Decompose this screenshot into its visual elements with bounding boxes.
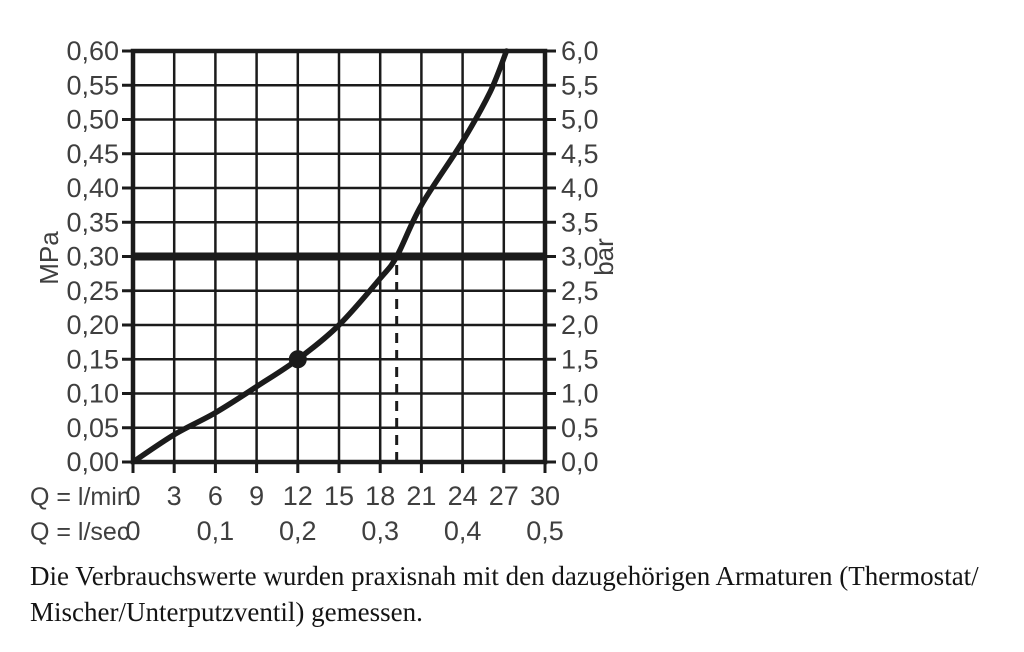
x-row1-tick-label: 9: [249, 481, 264, 511]
x-row2-tick-label: 0,5: [526, 516, 564, 546]
x-row2-tick-label: 0,3: [361, 516, 399, 546]
figure-caption: Die Verbrauchswerte wurden praxisnah mit…: [30, 558, 990, 630]
x-row1-tick-label: 27: [489, 481, 519, 511]
y-left-tick-label: 0,55: [66, 70, 119, 100]
x-row1-tick-label: 6: [208, 481, 223, 511]
flow-pressure-chart: 0,600,550,500,450,400,350,300,250,200,15…: [30, 36, 619, 546]
pressure-flow-curve: [130, 48, 510, 465]
y-left-tick-label: 0,40: [66, 173, 119, 203]
y-left-tick-label: 0,15: [66, 344, 119, 374]
x-row1-tick-label: 12: [283, 481, 313, 511]
y-right-tick-label: 1,0: [561, 379, 599, 409]
x-axis-row2-label: Q = l/sec: [30, 518, 129, 546]
y-left-tick-label: 0,30: [66, 242, 119, 272]
y-right-tick-label: 6,0: [561, 36, 599, 66]
x-row2-tick-label: 0,1: [197, 516, 235, 546]
y-right-tick-label: 3,5: [561, 207, 599, 237]
y-right-tick-label: 2,5: [561, 276, 599, 306]
y-right-axis-unit-label: bar: [589, 238, 619, 276]
x-row2-tick-label: 0,2: [279, 516, 317, 546]
y-right-tick-label: 4,0: [561, 173, 599, 203]
caption-line-2: Mischer/Unterputzventil) gemessen.: [30, 597, 423, 627]
x-row1-tick-label: 18: [365, 481, 395, 511]
y-left-tick-label: 0,60: [66, 36, 119, 66]
y-right-tick-label: 5,0: [561, 105, 599, 135]
y-left-axis-unit-label: MPa: [34, 231, 64, 285]
x-row1-tick-label: 0: [125, 481, 140, 511]
y-right-tick-label: 0,5: [561, 413, 599, 443]
x-row1-tick-label: 30: [530, 481, 560, 511]
x-row1-tick-label: 3: [167, 481, 182, 511]
x-row2-tick-label: 0,4: [444, 516, 482, 546]
x-row1-tick-label: 21: [406, 481, 436, 511]
curve-marker-dot: [288, 350, 307, 369]
y-right-tick-label: 4,5: [561, 139, 599, 169]
y-left-tick-label: 0,10: [66, 379, 119, 409]
x-axis-row1-label: Q = l/min: [30, 483, 131, 511]
x-row1-tick-label: 24: [448, 481, 478, 511]
y-right-tick-label: 2,0: [561, 310, 599, 340]
y-left-tick-label: 0,45: [66, 139, 119, 169]
y-right-tick-label: 0,0: [561, 447, 599, 477]
y-left-tick-label: 0,20: [66, 310, 119, 340]
y-left-tick-label: 0,50: [66, 105, 119, 135]
y-right-tick-label: 5,5: [561, 70, 599, 100]
x-row1-tick-label: 15: [324, 481, 354, 511]
x-row2-tick-label: 0: [125, 516, 140, 546]
y-left-tick-label: 0,25: [66, 276, 119, 306]
y-left-tick-label: 0,00: [66, 447, 119, 477]
y-left-tick-label: 0,05: [66, 413, 119, 443]
y-left-tick-label: 0,35: [66, 207, 119, 237]
y-right-tick-label: 3,0: [561, 242, 599, 272]
caption-line-1: Die Verbrauchswerte wurden praxisnah mit…: [30, 561, 979, 591]
y-right-tick-label: 1,5: [561, 344, 599, 374]
